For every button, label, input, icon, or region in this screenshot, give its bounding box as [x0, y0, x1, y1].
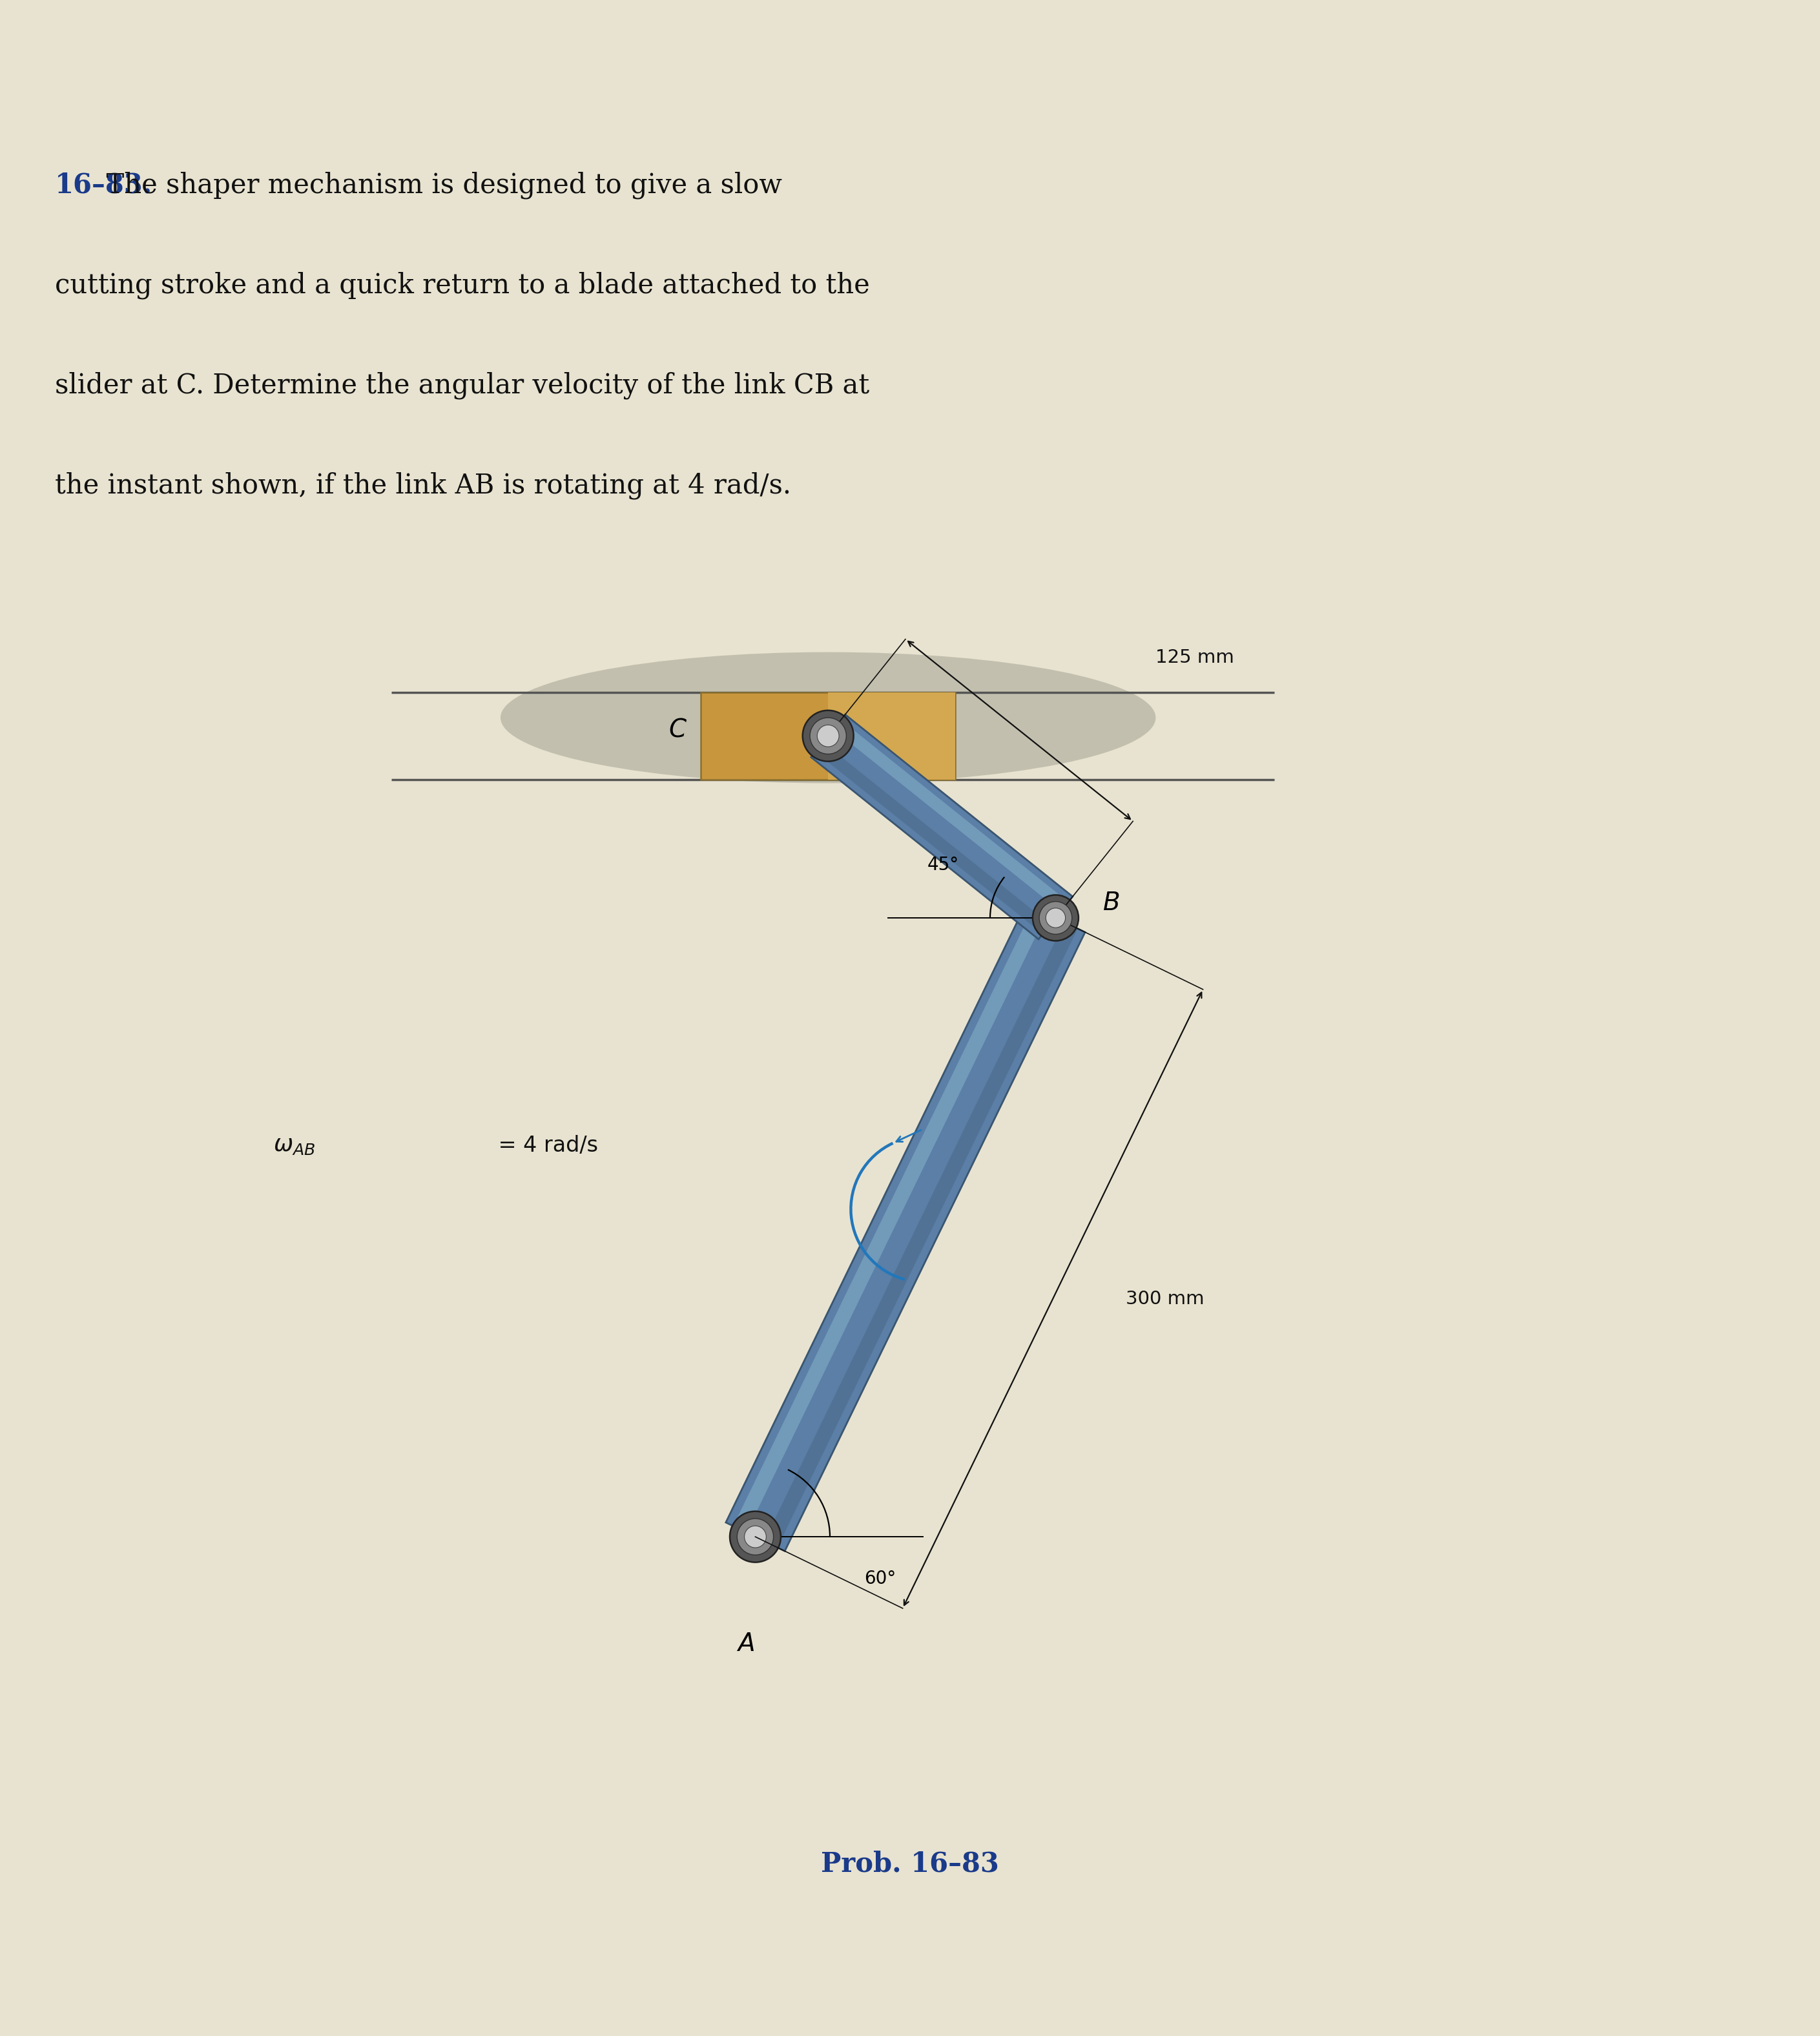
Text: 300 mm: 300 mm: [1125, 1291, 1205, 1307]
Circle shape: [744, 1525, 766, 1547]
Text: The shaper mechanism is designed to give a slow: The shaper mechanism is designed to give…: [55, 171, 783, 200]
Text: Prob. 16–83: Prob. 16–83: [821, 1851, 999, 1877]
Circle shape: [737, 1519, 773, 1556]
Text: A: A: [737, 1631, 755, 1655]
Text: 60°: 60°: [864, 1570, 895, 1588]
Text: = 4 rad/s: = 4 rad/s: [491, 1134, 599, 1156]
Text: $\omega_{AB}$: $\omega_{AB}$: [273, 1134, 315, 1156]
Text: 16–83.: 16–83.: [55, 171, 153, 200]
Text: 45°: 45°: [926, 855, 959, 873]
Ellipse shape: [501, 652, 1156, 784]
Text: C: C: [668, 719, 686, 743]
Polygon shape: [726, 904, 1085, 1551]
Text: cutting stroke and a quick return to a blade attached to the: cutting stroke and a quick return to a b…: [55, 271, 870, 299]
Circle shape: [1032, 896, 1079, 941]
Circle shape: [810, 717, 846, 753]
Polygon shape: [764, 922, 1077, 1547]
Bar: [701, 692, 956, 780]
Text: B: B: [1103, 892, 1119, 916]
Text: 125 mm: 125 mm: [1156, 647, 1234, 666]
Polygon shape: [834, 721, 1068, 912]
Polygon shape: [815, 743, 1050, 935]
Polygon shape: [733, 908, 1046, 1533]
Text: slider at C. Determine the angular velocity of the link CB at: slider at C. Determine the angular veloc…: [55, 373, 870, 399]
Circle shape: [803, 711, 854, 761]
Circle shape: [1039, 902, 1072, 935]
Circle shape: [1046, 908, 1065, 928]
Text: the instant shown, if the link AB is rotating at 4 rad/s.: the instant shown, if the link AB is rot…: [55, 472, 792, 499]
Polygon shape: [812, 715, 1072, 939]
Circle shape: [730, 1511, 781, 1562]
Circle shape: [817, 725, 839, 747]
Bar: [828, 692, 956, 780]
